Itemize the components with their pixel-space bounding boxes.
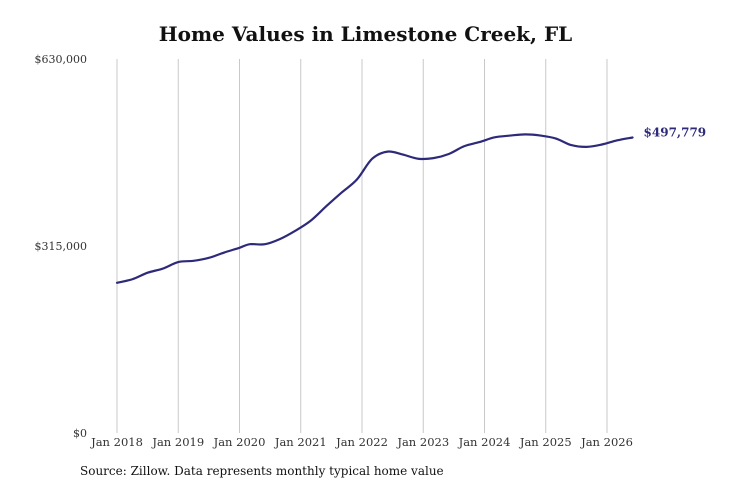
- x-tick-label: Jan 2019: [151, 435, 204, 449]
- y-tick-label: $630,000: [35, 53, 88, 66]
- x-axis-ticks: Jan 2018 Jan 2019 Jan 2020 Jan 2021 Jan 2022…: [90, 435, 633, 449]
- y-tick-label: $315,000: [35, 240, 88, 253]
- source-note: Source: Zillow. Data represents monthly …: [80, 464, 444, 478]
- y-tick-label: $0: [73, 427, 87, 440]
- end-value-label: $497,779: [644, 125, 707, 139]
- x-tick-label: Jan 2020: [213, 435, 266, 449]
- x-tick-label: Jan 2023: [396, 435, 449, 449]
- x-tick-label: Jan 2024: [458, 435, 511, 449]
- x-tick-label: Jan 2018: [90, 435, 143, 449]
- x-tick-label: Jan 2026: [580, 435, 633, 449]
- x-tick-label: Jan 2025: [519, 435, 572, 449]
- x-tick-label: Jan 2022: [335, 435, 388, 449]
- chart-title: Home Values in Limestone Creek, FL: [158, 22, 573, 46]
- home-value-line: [115, 133, 634, 284]
- grid-lines: [116, 59, 608, 433]
- y-axis-ticks: $0 $315,000 $630,000: [35, 53, 88, 440]
- x-tick-label: Jan 2021: [274, 435, 327, 449]
